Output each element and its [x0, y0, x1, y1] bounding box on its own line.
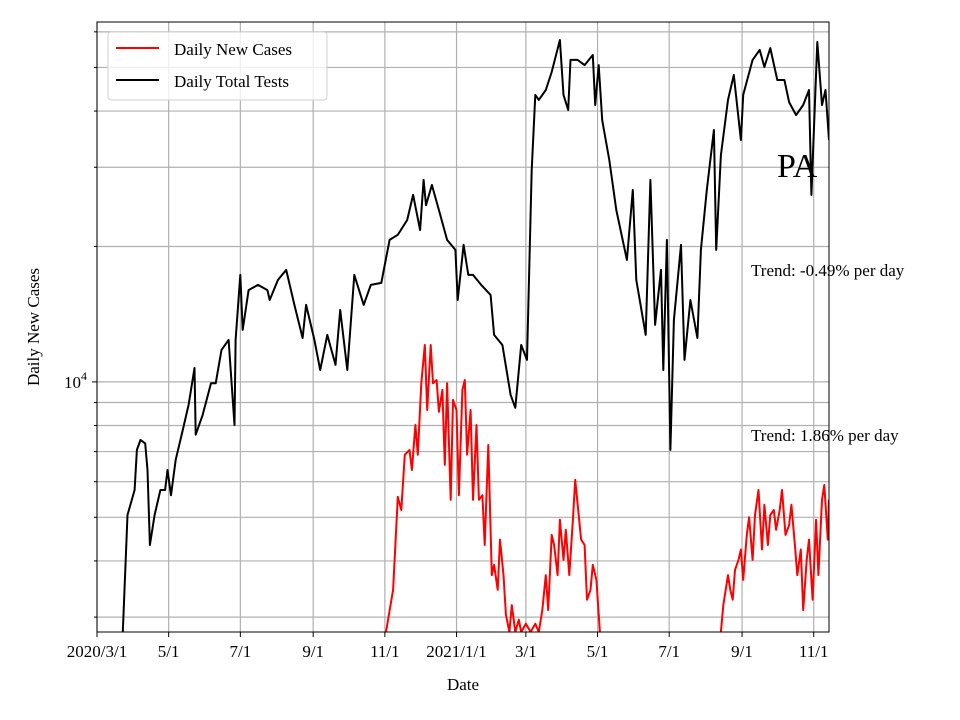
x-tick-label: 11/1 — [799, 642, 829, 661]
y-axis-label: Daily New Cases — [24, 268, 43, 386]
x-tick-label: 5/1 — [587, 642, 609, 661]
x-tick-label: 2021/1/1 — [426, 642, 486, 661]
axes-frame — [96, 21, 830, 633]
tests-trend-label: Trend: -0.49% per day — [751, 261, 905, 280]
y-tick-label-base: 10 — [64, 373, 81, 392]
cases-trend-label: Trend: 1.86% per day — [751, 426, 899, 445]
series-line-cases — [385, 344, 829, 632]
x-tick-label: 5/1 — [158, 642, 180, 661]
x-tick-label: 11/1 — [370, 642, 400, 661]
x-axis-label: Date — [447, 675, 479, 694]
x-tick-label: 7/1 — [658, 642, 680, 661]
legend-box — [107, 31, 328, 101]
legend-label-cases: Daily New Cases — [174, 40, 292, 59]
x-tick-label: 7/1 — [229, 642, 251, 661]
ticks: 2020/3/1 5/1 7/1 9/1 11/1 2021/1/1 3/1 5/1 7/1 9/… — [64, 31, 829, 661]
series-lines — [121, 39, 829, 632]
x-tick-label: 9/1 — [731, 642, 753, 661]
state-label: PA — [777, 148, 818, 185]
x-tick-label: 3/1 — [515, 642, 537, 661]
x-tick-label: 9/1 — [302, 642, 324, 661]
legend-label-tests: Daily Total Tests — [174, 72, 289, 91]
y-tick-label-exponent: 4 — [81, 369, 87, 383]
y-tick-label: 104 — [64, 369, 87, 392]
x-tick-label: 2020/3/1 — [67, 642, 127, 661]
series-line-tests — [121, 39, 829, 632]
legend: Daily New Cases Daily Total Tests — [107, 31, 328, 101]
